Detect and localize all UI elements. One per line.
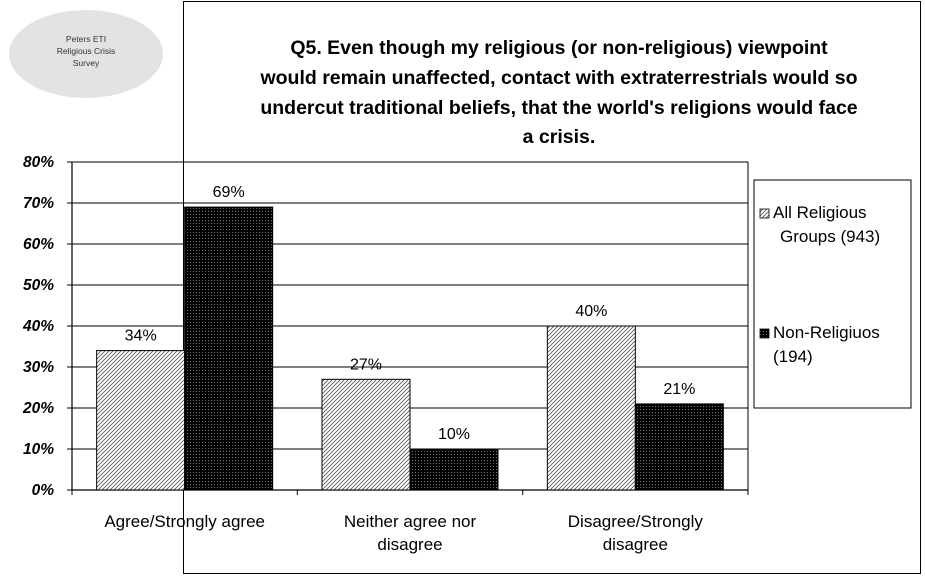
y-tick-label: 40%: [22, 318, 54, 335]
legend-label-1: Groups (943): [780, 227, 880, 246]
title-line-2: would remain unaffected, contact with ex…: [259, 67, 857, 89]
bar-series2-cat1: [184, 206, 274, 491]
y-tick-label: 60%: [23, 236, 54, 253]
y-tick-labels: 0% 10% 20% 30% 40% 50% 60% 70% 80%: [22, 154, 54, 499]
legend-label-2: Non-Religiuos: [773, 323, 880, 342]
logo-line-2: Religious Crisis: [57, 46, 116, 56]
bar-series1-cat3: [546, 325, 636, 491]
x-category-label: Neither agree nor: [344, 512, 477, 531]
title-line-4: a crisis.: [523, 126, 596, 148]
legend-swatch-1: [759, 208, 770, 219]
legend: All Religious Groups (943) Non-Religiuos (1…: [753, 179, 912, 409]
data-label: 21%: [663, 381, 695, 398]
x-category-label: disagree: [603, 535, 668, 554]
bar-series1-cat1: [96, 350, 186, 491]
y-tick-label: 30%: [23, 359, 54, 376]
logo-line-3: Survey: [73, 58, 100, 68]
data-label: 34%: [125, 328, 157, 345]
bar-series1-cat2: [321, 378, 411, 491]
data-labels: 34% 69% 27% 10% 40% 21%: [125, 184, 696, 443]
legend-label-1: All Religious: [773, 203, 867, 222]
logo-line-1: Peters ETI: [66, 34, 106, 44]
data-label: 10%: [438, 426, 470, 443]
data-label: 69%: [213, 184, 245, 201]
chart-title: Q5. Even though my religious (or non-rel…: [259, 37, 857, 148]
data-label: 27%: [350, 356, 382, 373]
bar-series2-cat3: [634, 403, 724, 491]
title-line-1: Q5. Even though my religious (or non-rel…: [290, 37, 828, 59]
bars: [96, 206, 724, 491]
y-tick-label: 80%: [23, 154, 54, 171]
x-category-label: disagree: [377, 535, 442, 554]
y-tick-label: 70%: [23, 195, 54, 212]
bar-series2-cat2: [409, 448, 499, 491]
x-category-labels: Agree/Strongly agree Neither agree nor dis…: [104, 512, 703, 554]
y-tick-label: 10%: [23, 441, 54, 458]
logo-ellipse: [9, 10, 163, 98]
y-tick-label: 50%: [23, 277, 54, 294]
title-line-3: undercut traditional beliefs, that the w…: [260, 97, 857, 119]
x-category-label: Disagree/Strongly: [568, 512, 704, 531]
data-label: 40%: [575, 303, 607, 320]
legend-label-2: (194): [773, 347, 813, 366]
x-category-label: Agree/Strongly agree: [104, 512, 265, 531]
y-tick-label: 20%: [22, 400, 54, 417]
legend-box: [753, 179, 912, 409]
survey-logo: Peters ETI Religious Crisis Survey: [7, 8, 165, 100]
y-tick-label: 0%: [32, 482, 55, 499]
legend-swatch-2: [759, 328, 770, 339]
